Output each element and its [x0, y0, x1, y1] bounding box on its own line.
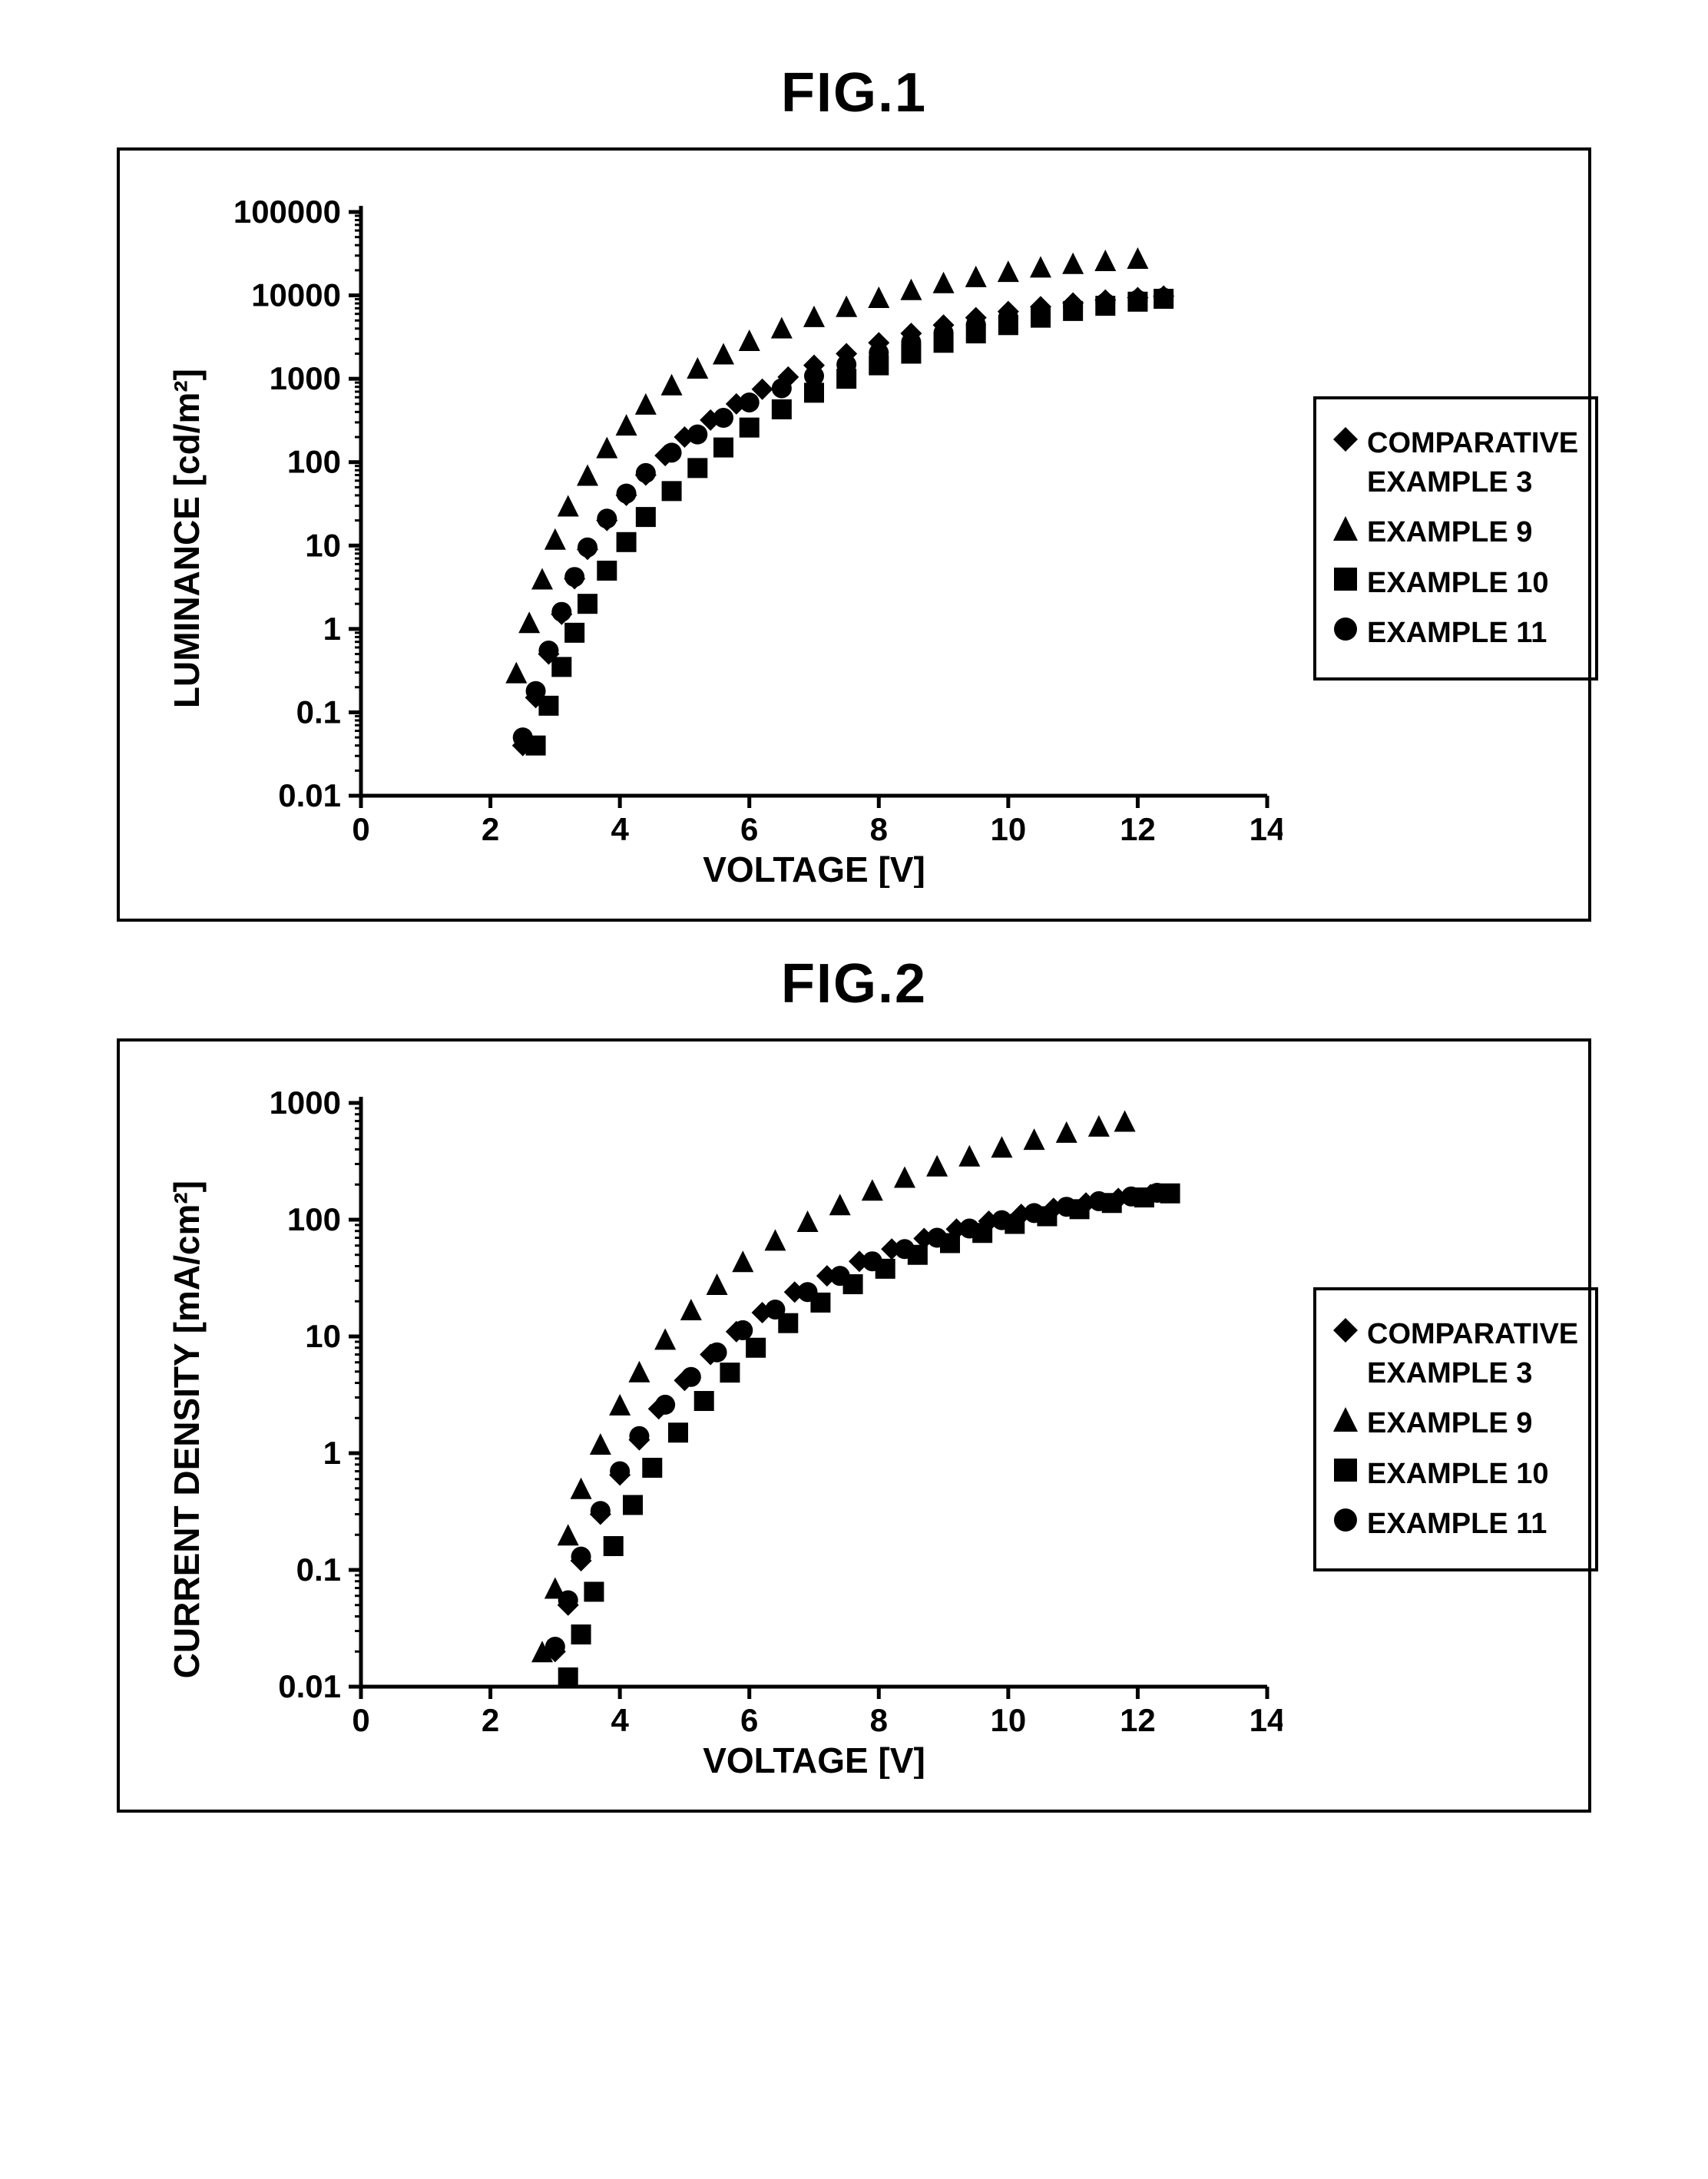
- svg-text:2: 2: [482, 811, 499, 847]
- svg-text:10: 10: [990, 1702, 1026, 1738]
- legend-label: EXAMPLE 9: [1367, 513, 1532, 552]
- legend-label: COMPARATIVE: [1367, 424, 1578, 463]
- legend-label: EXAMPLE 11: [1367, 1505, 1547, 1544]
- legend-item: COMPARATIVEEXAMPLE 3: [1333, 1315, 1578, 1394]
- svg-text:1000: 1000: [270, 360, 341, 396]
- plot-area: 0.01 0.1 1 10 100 1000 0 2 4 6 8 10 12 14 VOLTAGE [V]: [223, 1080, 1283, 1779]
- svg-text:0.1: 0.1: [296, 1551, 341, 1588]
- svg-text:10: 10: [305, 1318, 341, 1354]
- svg-text:0.1: 0.1: [296, 694, 341, 730]
- y-axis-label: LUMINANCE [cd/m²]: [166, 369, 207, 708]
- svg-text:14: 14: [1250, 1702, 1283, 1738]
- svg-text:10: 10: [305, 527, 341, 563]
- legend-item: EXAMPLE 10: [1333, 564, 1578, 603]
- svg-text:1000: 1000: [270, 1085, 341, 1121]
- legend-item: EXAMPLE 9: [1333, 513, 1578, 552]
- svg-text:0.01: 0.01: [278, 777, 341, 813]
- chart-panel: CURRENT DENSITY [mA/cm²]0.010.1110100100…: [117, 1038, 1591, 1813]
- legend-item: EXAMPLE 11: [1333, 1505, 1578, 1544]
- svg-text:14: 14: [1250, 811, 1283, 847]
- legend-item: EXAMPLE 10: [1333, 1455, 1578, 1494]
- svg-text:12: 12: [1120, 1702, 1156, 1738]
- legend-item: EXAMPLE 11: [1333, 614, 1578, 653]
- legend-label: EXAMPLE 3: [1367, 463, 1578, 502]
- svg-text:10: 10: [990, 811, 1026, 847]
- svg-text:VOLTAGE [V]: VOLTAGE [V]: [703, 1740, 925, 1779]
- svg-text:4: 4: [611, 1702, 629, 1738]
- svg-text:6: 6: [740, 811, 758, 847]
- svg-text:8: 8: [870, 811, 888, 847]
- legend-label: COMPARATIVE: [1367, 1315, 1578, 1354]
- legend-label: EXAMPLE 10: [1367, 1455, 1549, 1494]
- legend: COMPARATIVEEXAMPLE 3 EXAMPLE 9 EXAMPLE 10 E…: [1313, 1287, 1598, 1571]
- svg-text:VOLTAGE [V]: VOLTAGE [V]: [703, 849, 925, 888]
- legend-label: EXAMPLE 11: [1367, 614, 1547, 653]
- svg-text:10000: 10000: [251, 277, 341, 313]
- legend-label: EXAMPLE 10: [1367, 564, 1549, 603]
- chart-panel: LUMINANCE [cd/m²]0.010.11101001000100001…: [117, 147, 1591, 922]
- figure-title: FIG.2: [31, 952, 1677, 1015]
- svg-text:0: 0: [352, 811, 369, 847]
- svg-text:100000: 100000: [233, 194, 341, 230]
- y-axis-label: CURRENT DENSITY [mA/cm²]: [166, 1181, 207, 1678]
- svg-text:1: 1: [323, 1435, 341, 1471]
- svg-text:0.01: 0.01: [278, 1668, 341, 1704]
- legend-label: EXAMPLE 9: [1367, 1404, 1532, 1443]
- legend-label: EXAMPLE 3: [1367, 1354, 1578, 1393]
- svg-text:0: 0: [352, 1702, 369, 1738]
- svg-text:6: 6: [740, 1702, 758, 1738]
- svg-text:1: 1: [323, 611, 341, 647]
- svg-text:4: 4: [611, 811, 629, 847]
- svg-text:12: 12: [1120, 811, 1156, 847]
- plot-area: 0.01 0.1 1 10 100 1000 10000 100000 0 2 4 6 8 10 12 14 V…: [223, 189, 1283, 888]
- legend: COMPARATIVEEXAMPLE 3 EXAMPLE 9 EXAMPLE 10 E…: [1313, 396, 1598, 681]
- svg-text:2: 2: [482, 1702, 499, 1738]
- svg-text:8: 8: [870, 1702, 888, 1738]
- figure-title: FIG.1: [31, 61, 1677, 124]
- legend-item: COMPARATIVEEXAMPLE 3: [1333, 424, 1578, 503]
- svg-text:100: 100: [287, 1201, 341, 1237]
- svg-text:100: 100: [287, 444, 341, 480]
- legend-item: EXAMPLE 9: [1333, 1404, 1578, 1443]
